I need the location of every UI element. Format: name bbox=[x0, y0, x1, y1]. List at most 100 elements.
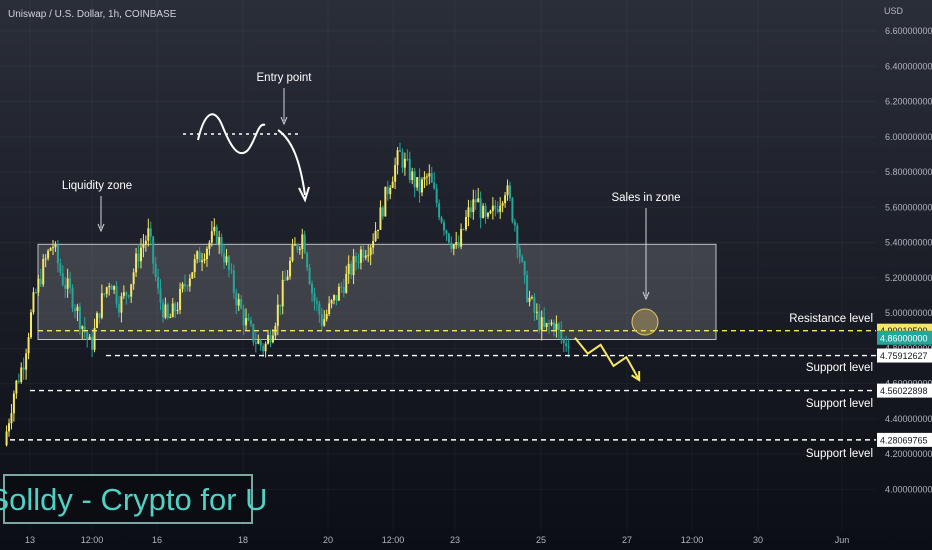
x-tick-label: Jun bbox=[835, 535, 850, 545]
candle-body bbox=[15, 380, 18, 394]
level-label: Support level bbox=[806, 448, 873, 460]
candle-body bbox=[210, 231, 213, 243]
candle-body bbox=[293, 244, 296, 246]
candle-body bbox=[552, 322, 555, 330]
candle-body bbox=[491, 205, 494, 212]
candle-body bbox=[186, 285, 189, 287]
candle-body bbox=[330, 300, 333, 304]
candle-body bbox=[438, 203, 441, 218]
candle-body bbox=[452, 244, 455, 249]
candle-body bbox=[147, 228, 150, 241]
candle-body bbox=[91, 336, 94, 350]
candle-body bbox=[538, 311, 541, 331]
candle-body bbox=[264, 343, 267, 352]
x-tick-label: 18 bbox=[238, 535, 248, 545]
candle-body bbox=[489, 211, 492, 214]
candle-body bbox=[357, 262, 360, 264]
projection-line bbox=[574, 337, 641, 381]
level-lines bbox=[10, 329, 876, 441]
candle-body bbox=[201, 260, 204, 263]
candle-body bbox=[5, 431, 8, 446]
candle-body bbox=[315, 301, 318, 304]
sales-in-zone-label: Sales in zone bbox=[611, 192, 680, 204]
x-tick-label: 12:00 bbox=[681, 535, 704, 545]
price-tag-bg bbox=[877, 432, 932, 447]
candle-body bbox=[423, 177, 426, 180]
candle-body bbox=[508, 185, 511, 199]
candle-body bbox=[88, 336, 91, 340]
candle-body bbox=[203, 259, 206, 261]
candle-body bbox=[318, 303, 321, 315]
candle-body bbox=[442, 222, 445, 231]
candle-body bbox=[218, 237, 221, 244]
candle-body bbox=[135, 253, 138, 273]
candle-body bbox=[220, 237, 223, 254]
candle-body bbox=[262, 345, 265, 352]
candle-body bbox=[105, 287, 108, 294]
axis-unit: USD bbox=[884, 6, 904, 16]
candle-body bbox=[479, 198, 482, 218]
candle-body bbox=[462, 229, 465, 231]
price-tag-bg bbox=[877, 348, 932, 363]
candle-body bbox=[406, 158, 409, 160]
candle-body bbox=[528, 297, 531, 302]
candle-body bbox=[428, 173, 431, 177]
candle-body bbox=[247, 318, 250, 321]
candle-body bbox=[8, 423, 11, 432]
y-tick-label: 5.60000000 bbox=[885, 202, 932, 212]
candle-body bbox=[169, 317, 172, 319]
candle-body bbox=[342, 287, 345, 293]
y-tick-label: 6.20000000 bbox=[885, 97, 932, 107]
candle-body bbox=[17, 380, 20, 383]
candle-body bbox=[394, 165, 397, 182]
candle-body bbox=[501, 203, 504, 206]
entry-point-pointer-head bbox=[280, 116, 288, 126]
candle-body bbox=[296, 244, 299, 250]
candle-body bbox=[323, 319, 326, 326]
candle-body bbox=[474, 199, 477, 203]
y-tick-label: 6.40000000 bbox=[885, 61, 932, 71]
candle-body bbox=[496, 209, 499, 212]
candle-body bbox=[421, 179, 423, 193]
drawing-shapes bbox=[97, 88, 659, 336]
candle-body bbox=[403, 158, 406, 168]
candle-body bbox=[100, 293, 103, 318]
candle-body bbox=[188, 278, 191, 287]
candle-body bbox=[430, 173, 433, 183]
candle-body bbox=[73, 308, 76, 311]
candle-body bbox=[242, 308, 245, 326]
candle-body bbox=[205, 248, 208, 260]
candle-body bbox=[399, 150, 402, 152]
watermark-box bbox=[3, 474, 253, 524]
candle-body bbox=[369, 247, 372, 256]
candle-body bbox=[61, 273, 64, 286]
candle-body bbox=[345, 273, 348, 293]
candle-body bbox=[511, 198, 514, 222]
candle-body bbox=[306, 253, 309, 268]
candle-body bbox=[372, 240, 375, 248]
candle-body bbox=[81, 326, 84, 329]
price-tag-bg bbox=[877, 330, 932, 345]
candle-body bbox=[379, 207, 382, 230]
candle-body bbox=[176, 309, 179, 312]
candle-body bbox=[27, 337, 30, 354]
price-axis[interactable]: USD 6.60000000 6.40000000 6.20000000 6.0000… bbox=[884, 6, 932, 494]
candle-body bbox=[174, 303, 177, 312]
level-label: Support level bbox=[806, 398, 873, 410]
candle-body bbox=[401, 151, 404, 168]
y-tick-label: 4.00000000 bbox=[885, 484, 932, 494]
candle-body bbox=[183, 283, 186, 286]
time-axis[interactable]: 13 12:00 16 18 20 12:00 23 25 27 12:00 30 Jun bbox=[25, 535, 849, 545]
candle-body bbox=[447, 233, 450, 243]
candle-body bbox=[535, 311, 538, 313]
candle-body bbox=[235, 292, 238, 306]
candle-body bbox=[320, 314, 323, 326]
x-tick-label: 25 bbox=[536, 535, 546, 545]
candle-body bbox=[460, 229, 463, 247]
y-tick-label: 4.80000000 bbox=[885, 343, 932, 353]
candle-body bbox=[59, 263, 62, 274]
candle-body bbox=[198, 251, 201, 263]
y-tick-label: 4.60000000 bbox=[885, 379, 932, 389]
candle-body bbox=[467, 207, 470, 217]
